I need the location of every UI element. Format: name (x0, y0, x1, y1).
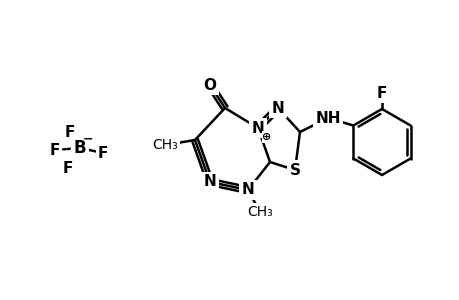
Text: N: N (241, 182, 254, 197)
Text: −: − (83, 133, 93, 146)
Text: CH₃: CH₃ (152, 138, 178, 152)
Text: CH₃: CH₃ (246, 205, 272, 219)
Text: B: B (73, 139, 86, 157)
Text: ⊕: ⊕ (262, 132, 271, 142)
Text: F: F (65, 124, 75, 140)
Text: F: F (376, 85, 386, 100)
Text: F: F (98, 146, 108, 160)
Text: N: N (203, 175, 216, 190)
Text: F: F (50, 142, 60, 158)
Text: F: F (63, 160, 73, 175)
Text: N: N (251, 121, 264, 136)
Text: NH: NH (314, 110, 340, 125)
Text: O: O (203, 77, 216, 92)
Text: S: S (289, 163, 300, 178)
Text: N: N (271, 100, 284, 116)
